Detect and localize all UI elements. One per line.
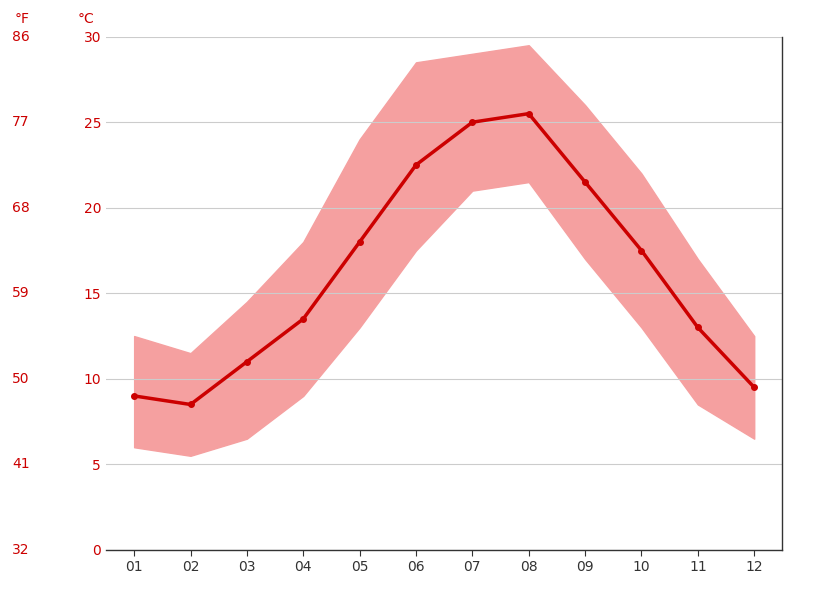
- Text: 68: 68: [11, 201, 29, 214]
- Text: 50: 50: [12, 372, 29, 386]
- Text: °C: °C: [78, 12, 95, 26]
- Text: 41: 41: [12, 458, 29, 471]
- Text: 59: 59: [12, 287, 29, 300]
- Text: 86: 86: [11, 30, 29, 43]
- Text: 77: 77: [12, 115, 29, 129]
- Text: 32: 32: [12, 543, 29, 557]
- Text: °F: °F: [15, 12, 29, 26]
